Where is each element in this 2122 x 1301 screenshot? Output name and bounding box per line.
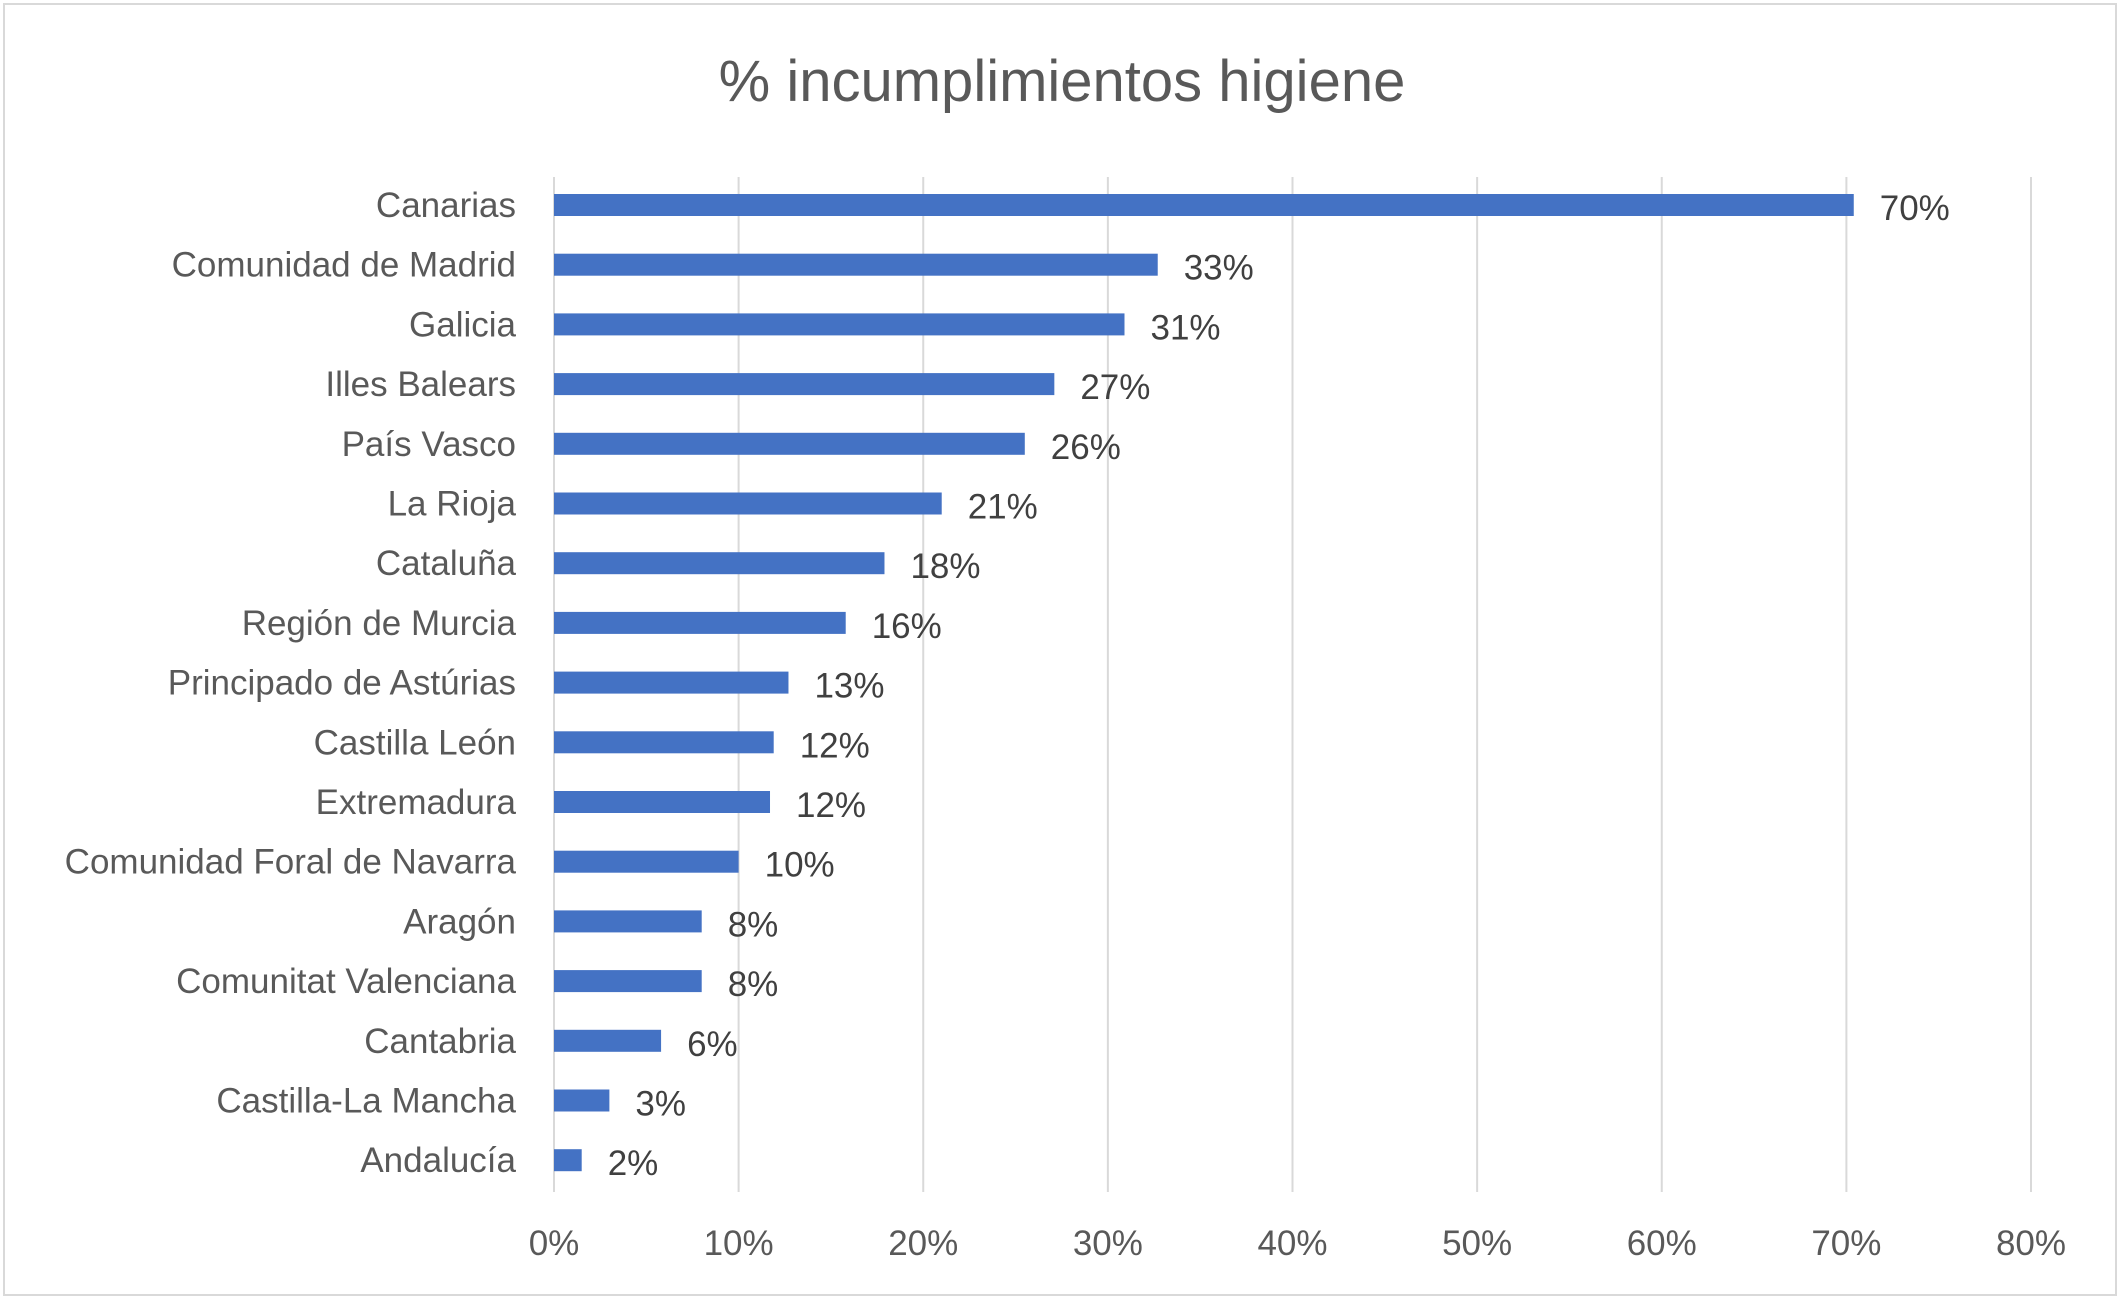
bar xyxy=(554,910,702,933)
chart-frame: % incumplimientos higiene Canarias Comuni… xyxy=(3,3,2117,1296)
x-tick-label: 10% xyxy=(704,1224,774,1263)
category-label: Cataluña xyxy=(376,544,517,583)
category-label: Principado de Astúrias xyxy=(168,664,516,703)
chart-title: % incumplimientos higiene xyxy=(719,49,1406,114)
category-label: Comunidad Foral de Navarra xyxy=(65,843,517,882)
data-label: 13% xyxy=(814,667,884,706)
data-label: 16% xyxy=(872,607,942,646)
data-label: 12% xyxy=(796,786,866,825)
gridlines xyxy=(553,177,2032,1192)
bar xyxy=(554,373,1055,396)
data-label: 2% xyxy=(608,1144,659,1183)
category-label: País Vasco xyxy=(342,425,516,464)
category-labels: Canarias Comunidad de Madrid Galicia Illes … xyxy=(65,186,517,1180)
data-label: 8% xyxy=(728,905,779,944)
bar xyxy=(554,552,885,575)
data-label: 33% xyxy=(1184,249,1254,288)
category-label: Galicia xyxy=(409,305,517,344)
data-labels: 70% 33% 31%27% 26% 21% 18% 16% 13% 12% 12% 10% 8% 8%… xyxy=(608,189,1950,1183)
bar xyxy=(554,253,1158,276)
category-label: Illes Balears xyxy=(325,365,516,404)
bar xyxy=(554,1089,610,1112)
bar xyxy=(554,194,1854,216)
bar xyxy=(554,731,774,754)
bar xyxy=(554,1149,582,1172)
x-tick-label: 0% xyxy=(529,1224,580,1263)
x-tick-label: 40% xyxy=(1257,1224,1327,1263)
x-tick-label: 70% xyxy=(1811,1224,1881,1263)
bar xyxy=(554,791,771,813)
bar xyxy=(554,970,702,993)
category-label: Andalucía xyxy=(360,1141,516,1180)
data-label: 70% xyxy=(1880,189,1950,228)
data-label: 10% xyxy=(765,846,835,885)
category-label: Extremadura xyxy=(316,783,517,822)
category-label: Cantabria xyxy=(364,1022,516,1061)
data-label: 26% xyxy=(1051,428,1121,467)
data-label: 21% xyxy=(968,488,1038,527)
data-label: 18% xyxy=(910,547,980,586)
x-axis-tick-labels: 0% 10% 20% 30% 40% 50% 60% 70% 80% xyxy=(529,1224,2066,1263)
x-tick-label: 50% xyxy=(1442,1224,1512,1263)
category-label: La Rioja xyxy=(388,485,517,524)
bar xyxy=(554,432,1025,455)
category-label: Castilla-La Mancha xyxy=(216,1082,516,1121)
data-label: 31% xyxy=(1150,308,1220,347)
data-label: 27% xyxy=(1080,368,1150,407)
bar xyxy=(554,850,739,873)
category-label: Comunitat Valenciana xyxy=(176,962,516,1001)
category-label: Aragón xyxy=(403,902,516,941)
category-label: Canarias xyxy=(376,186,516,225)
data-label: 3% xyxy=(635,1085,686,1124)
bar xyxy=(554,313,1125,336)
bar-chart: % incumplimientos higiene Canarias Comuni… xyxy=(65,49,2066,1263)
bar xyxy=(554,492,942,515)
x-tick-label: 80% xyxy=(1996,1224,2066,1263)
data-label: 12% xyxy=(800,726,870,765)
data-label: 8% xyxy=(728,965,779,1004)
category-label: Comunidad de Madrid xyxy=(172,246,516,285)
bar xyxy=(554,671,789,694)
x-tick-label: 30% xyxy=(1073,1224,1143,1263)
bar xyxy=(554,1029,662,1052)
x-tick-label: 60% xyxy=(1627,1224,1697,1263)
x-tick-label: 20% xyxy=(888,1224,958,1263)
category-label: Castilla León xyxy=(314,723,516,762)
data-label: 6% xyxy=(687,1025,738,1064)
category-label: Región de Murcia xyxy=(242,604,517,643)
bars xyxy=(554,194,1854,1172)
bar xyxy=(554,611,846,634)
